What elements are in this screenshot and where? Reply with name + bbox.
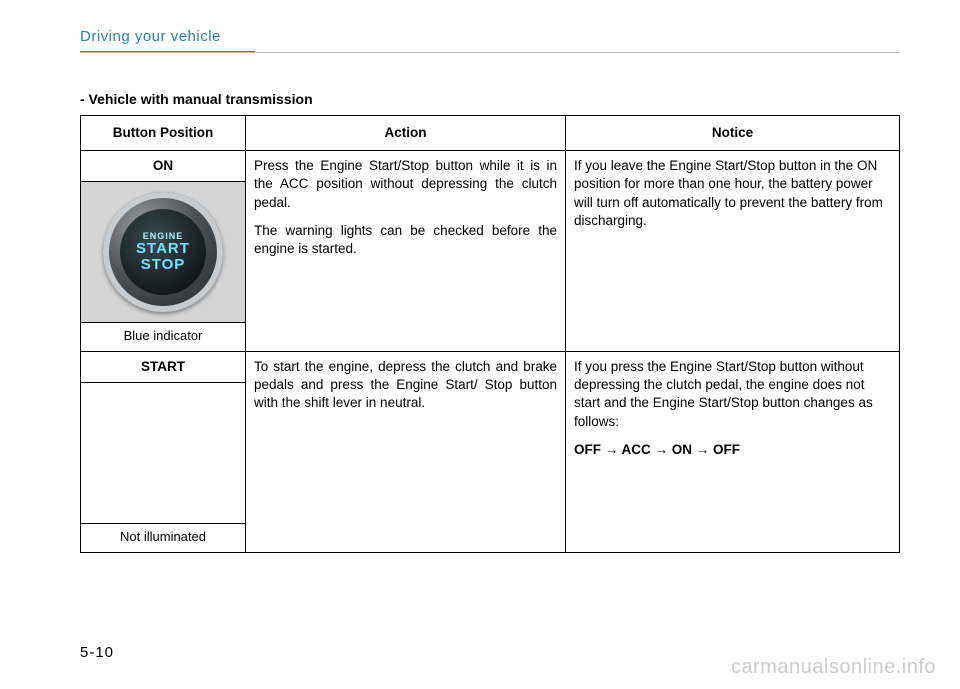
position-cell: START Not illuminated — [81, 351, 246, 552]
engine-text-line3: STOP — [141, 257, 186, 273]
notice-cell: If you leave the Engine Start/Stop butto… — [566, 151, 900, 352]
action-paragraph: The warning lights can be checked before… — [254, 222, 557, 258]
position-image-blank — [81, 383, 245, 523]
watermark: carmanualsonline.info — [731, 656, 936, 679]
page-number: 5-10 — [80, 644, 114, 661]
engine-text-line2: START — [136, 241, 190, 257]
table-row: START Not illuminated To start the engine,… — [81, 351, 900, 552]
col-header-position: Button Position — [81, 116, 246, 151]
position-label: START — [81, 352, 245, 383]
table-row: ON ENGINESTARTSTOP Blue indicator Press the… — [81, 151, 900, 352]
action-cell: Press the Engine Start/Stop button while… — [246, 151, 566, 352]
position-label: ON — [81, 151, 245, 182]
action-paragraph: To start the engine, depress the clutch … — [254, 358, 557, 413]
section-header: Driving your vehicle — [80, 28, 900, 49]
position-footer: Blue indicator — [81, 322, 245, 351]
position-footer: Not illuminated — [81, 523, 245, 552]
button-position-table: Button Position Action Notice ON ENGINEST… — [80, 115, 900, 553]
col-header-notice: Notice — [566, 116, 900, 151]
notice-cell: If you press the Engine Start/Stop butto… — [566, 351, 900, 552]
action-cell: To start the engine, depress the clutch … — [246, 351, 566, 552]
col-header-action: Action — [246, 116, 566, 151]
engine-button-image: ENGINESTARTSTOP — [81, 182, 245, 322]
notice-sequence: OFF → ACC → ON → OFF — [574, 441, 891, 459]
header-rule-thin — [80, 52, 900, 53]
subheading: - Vehicle with manual transmission — [80, 91, 900, 107]
notice-paragraph: If you leave the Engine Start/Stop butto… — [574, 157, 891, 230]
engine-start-stop-button-graphic: ENGINESTARTSTOP — [103, 192, 223, 312]
position-cell: ON ENGINESTARTSTOP Blue indicator — [81, 151, 246, 352]
notice-paragraph: If you press the Engine Start/Stop butto… — [574, 358, 891, 431]
action-paragraph: Press the Engine Start/Stop button while… — [254, 157, 557, 212]
